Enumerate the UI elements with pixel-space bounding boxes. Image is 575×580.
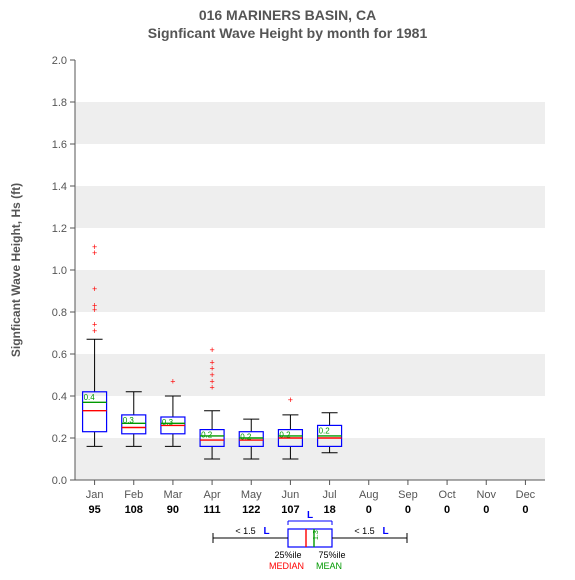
month-label: Sep [398, 489, 418, 501]
y-tick-label: 1.8 [52, 97, 67, 109]
box-value-label: 0.3 [162, 418, 174, 427]
plot-band [75, 144, 545, 186]
box-value-label: 0.3 [123, 416, 135, 425]
legend-L-label: L [307, 510, 313, 521]
legend-q1-label: 25%ile [274, 550, 301, 560]
plot-band [75, 186, 545, 228]
month-label: Jun [282, 489, 300, 501]
plot-band [75, 60, 545, 102]
month-label: Dec [516, 489, 536, 501]
month-label: Aug [359, 489, 379, 501]
month-count: 107 [281, 504, 299, 516]
month-label: Mar [163, 489, 182, 501]
month-count: 0 [366, 504, 372, 516]
month-label: Jul [323, 489, 337, 501]
y-tick-label: 0.0 [52, 475, 67, 487]
month-count: 0 [483, 504, 489, 516]
y-axis-label: Signficant Wave Height, Hs (ft) [9, 183, 23, 357]
month-count: 108 [125, 504, 143, 516]
month-count: 111 [204, 504, 221, 516]
legend-whisker-label-left: < 1.5 [235, 526, 255, 536]
plot-band [75, 354, 545, 396]
legend-q3-label: 75%ile [318, 550, 345, 560]
outlier-marker: + [92, 242, 97, 252]
plot-band [75, 270, 545, 312]
plot-band [75, 228, 545, 270]
plot-band [75, 312, 545, 354]
boxplot-chart: 0.0 0.2 0.4 0.6 0.8 1.0 1.2 1.4 1.6 1.8 2.0 Jan 95 Fe… [0, 0, 575, 580]
month-label: Apr [204, 489, 221, 501]
month-count: 18 [323, 504, 335, 516]
month-label: May [241, 489, 262, 501]
box-value-label: 0.2 [319, 426, 331, 435]
outlier-marker: + [92, 284, 97, 294]
plot-band [75, 438, 545, 480]
y-tick-label: 2.0 [52, 55, 67, 67]
legend-mean-tiny: 1.3 [313, 530, 320, 540]
plot-band [75, 102, 545, 144]
y-tick-label: 1.2 [52, 223, 67, 235]
outlier-marker: + [92, 320, 97, 330]
legend-mean-label: MEAN [316, 561, 342, 571]
legend-box [288, 529, 332, 547]
box-value-label: 0.4 [84, 393, 96, 402]
box-value-label: 0.2 [279, 431, 291, 440]
legend-whisker-L-right: L [382, 526, 388, 537]
month-label: Feb [124, 489, 143, 501]
chart-title-2: Signficant Wave Height by month for 1981 [148, 25, 428, 41]
month-count: 95 [88, 504, 100, 516]
outlier-marker: + [92, 301, 97, 311]
y-tick-label: 0.2 [52, 433, 67, 445]
legend-whisker-L-left: L [263, 526, 269, 537]
y-tick-label: 0.6 [52, 349, 67, 361]
month-label: Oct [439, 489, 456, 501]
y-tick-label: 0.8 [52, 307, 67, 319]
outlier-marker: + [209, 345, 214, 355]
legend-whisker-label-right: < 1.5 [354, 526, 374, 536]
outlier-marker: + [170, 376, 175, 386]
month-count: 0 [444, 504, 450, 516]
month-count: 0 [522, 504, 528, 516]
month-label: Jan [86, 489, 104, 501]
month-count: 122 [242, 504, 260, 516]
y-tick-label: 1.0 [52, 265, 67, 277]
month-count: 0 [405, 504, 411, 516]
outlier-marker: + [209, 357, 214, 367]
box-value-label: 0.2 [240, 433, 252, 442]
y-tick-label: 0.4 [52, 391, 67, 403]
chart-title-1: 016 MARINERS BASIN, CA [199, 7, 376, 23]
y-tick-label: 1.6 [52, 139, 67, 151]
legend-median-label: MEDIAN [269, 561, 304, 571]
month-label: Nov [476, 489, 496, 501]
outlier-marker: + [288, 395, 293, 405]
y-tick-label: 1.4 [52, 181, 67, 193]
box-value-label: 0.2 [201, 431, 213, 440]
month-count: 90 [167, 504, 179, 516]
